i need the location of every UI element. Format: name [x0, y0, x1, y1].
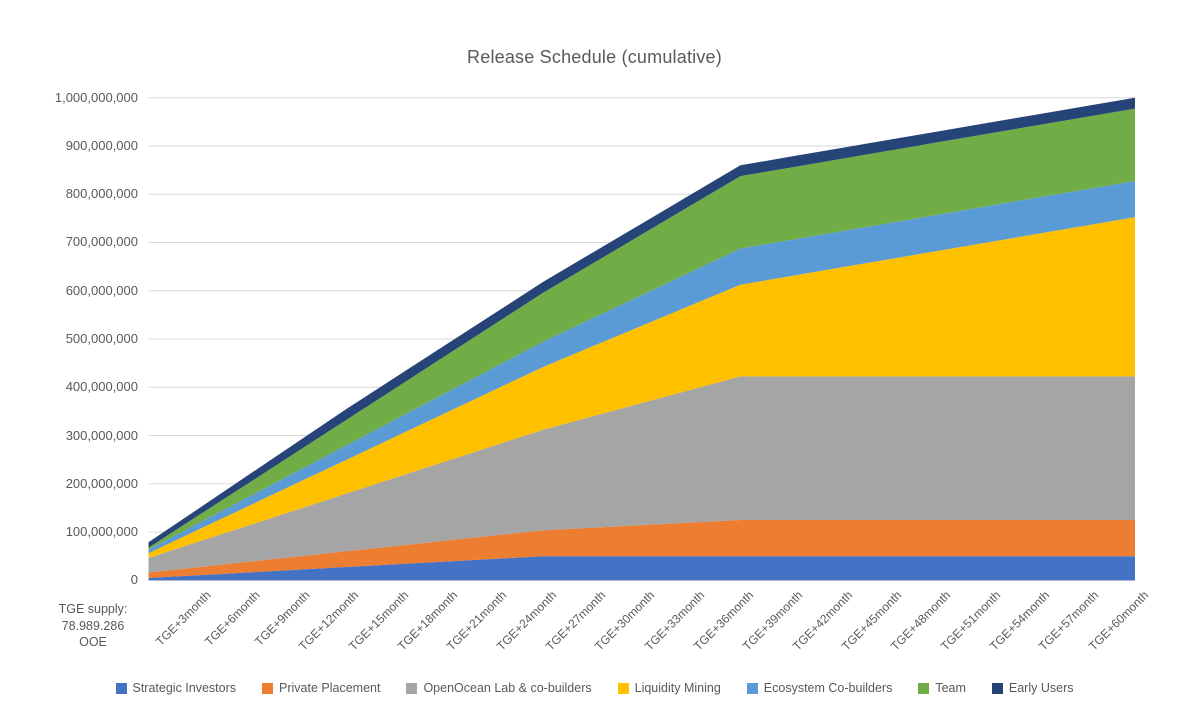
legend-swatch-icon — [115, 682, 127, 694]
chart-legend: Strategic Investors Private Placement Open… — [0, 681, 1189, 695]
area-ecosystem-co-builders — [148, 180, 1135, 554]
chart-title: Release Schedule (cumulative) — [467, 47, 722, 67]
area-strategic-investors — [148, 556, 1135, 581]
legend-item-team: Team — [918, 681, 966, 695]
legend-swatch-icon — [746, 682, 758, 694]
legend-item-liquidity-mining: Liquidity Mining — [617, 681, 721, 695]
y-axis-tick-label: 500,000,000 — [65, 331, 138, 346]
legend-label: Early Users — [1008, 681, 1074, 695]
y-axis-tick-label: 900,000,000 — [65, 137, 138, 153]
y-axis-tick-label: 700,000,000 — [65, 234, 138, 250]
legend-swatch-icon — [406, 682, 418, 694]
area-openocean-lab-co-builders — [148, 376, 1135, 573]
legend-label: Liquidity Mining — [634, 681, 721, 695]
tge-supply-line2: 78.989.286 — [61, 618, 125, 633]
legend-swatch-icon — [262, 682, 274, 694]
legend-label: Ecosystem Co-builders — [763, 681, 893, 695]
y-axis-tick-label: 200,000,000 — [65, 475, 138, 491]
y-axis-tick-label: 1,000,000,000 — [54, 89, 138, 105]
y-axis-tick-label: 400,000,000 — [65, 379, 138, 395]
legend-swatch-icon — [991, 682, 1003, 694]
area-private-placement — [148, 520, 1135, 578]
y-axis-tick-label: 300,000,000 — [65, 427, 138, 443]
y-axis-tick-label: 0 — [130, 572, 138, 588]
legend-swatch-icon — [617, 682, 629, 694]
legend-label: Team — [935, 681, 966, 695]
legend-label: Private Placement — [279, 681, 381, 695]
area-team — [148, 108, 1135, 550]
legend-label: Strategic Investors — [132, 681, 237, 695]
area-liquidity-mining — [148, 217, 1135, 558]
legend-item-private-placement: Private Placement — [262, 681, 380, 695]
legend-item-strategic-investors: Strategic Investors — [115, 681, 237, 695]
legend-swatch-icon — [918, 682, 930, 694]
tge-supply-label: TGE supply: 78.989.286 OOE — [36, 601, 150, 651]
legend-item-early-users: Early Users — [991, 681, 1074, 695]
tge-supply-line3: OOE — [79, 635, 107, 649]
legend-item-ecosystem-co-builders: Ecosystem Co-builders — [746, 681, 893, 695]
y-axis-tick-label: 100,000,000 — [65, 524, 138, 540]
legend-label: OpenOcean Lab & co-builders — [423, 681, 592, 695]
legend-item-openocean-lab-co-builders: OpenOcean Lab & co-builders — [406, 681, 592, 695]
y-axis-tick-label: 800,000,000 — [65, 186, 138, 202]
tge-supply-line1: TGE supply: — [58, 602, 128, 616]
y-axis-tick-label: 600,000,000 — [65, 282, 138, 298]
